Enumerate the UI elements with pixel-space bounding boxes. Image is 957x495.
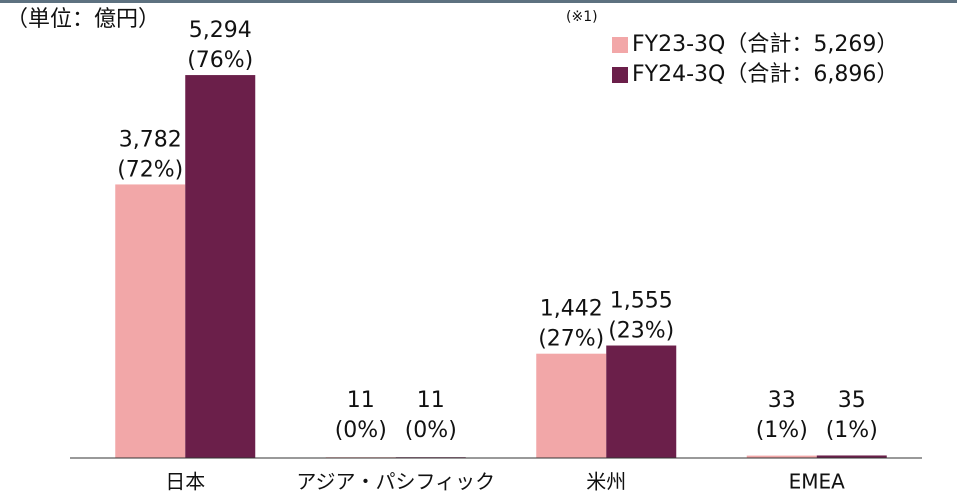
legend-marker bbox=[612, 67, 628, 83]
bar bbox=[185, 75, 256, 459]
share-label: (1%) bbox=[826, 418, 878, 443]
x-tick-label: EMEA bbox=[789, 470, 846, 494]
bar bbox=[536, 353, 607, 458]
value-label: 33 bbox=[768, 388, 796, 413]
value-label: 1,555 bbox=[610, 289, 673, 314]
share-label: (76%) bbox=[187, 48, 253, 73]
share-label: (0%) bbox=[335, 418, 387, 443]
share-label: (1%) bbox=[756, 418, 808, 443]
legend-label: FY23-3Q（合計：5,269） bbox=[632, 32, 898, 57]
share-label: (0%) bbox=[405, 418, 457, 443]
legend-label: FY24-3Q（合計：6,896） bbox=[632, 62, 898, 87]
value-label: 11 bbox=[347, 388, 375, 413]
share-label: (27%) bbox=[538, 327, 604, 352]
top-border bbox=[0, 0, 957, 3]
share-label: (23%) bbox=[608, 319, 674, 344]
value-label: 11 bbox=[417, 388, 445, 413]
x-tick-label: 米州 bbox=[586, 470, 626, 494]
unit-label: （単位：億円） bbox=[6, 7, 160, 32]
bar bbox=[816, 455, 887, 458]
x-tick-label: 日本 bbox=[165, 470, 205, 494]
bar bbox=[115, 184, 186, 458]
annotation: (※1) bbox=[566, 9, 598, 25]
x-tick-label: アジア・パシフィック bbox=[296, 470, 495, 494]
bar bbox=[606, 345, 677, 458]
legend-marker bbox=[612, 37, 628, 53]
value-label: 1,442 bbox=[540, 297, 603, 322]
share-label: (72%) bbox=[117, 157, 183, 182]
value-label: 5,294 bbox=[189, 18, 252, 43]
value-label: 35 bbox=[838, 388, 866, 413]
bar bbox=[746, 455, 817, 458]
value-label: 3,782 bbox=[119, 127, 182, 152]
